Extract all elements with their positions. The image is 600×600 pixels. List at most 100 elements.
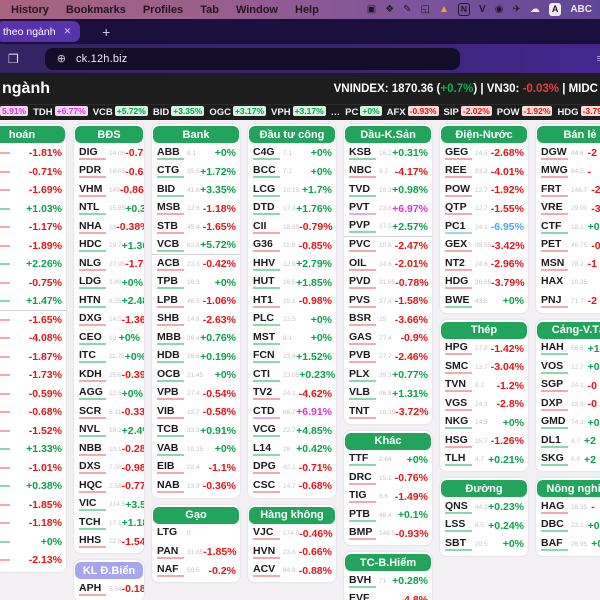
sector-header[interactable]: Bank xyxy=(153,126,239,143)
stock-row[interactable]: SMC 13.7 -3.04% xyxy=(440,358,528,377)
stock-row[interactable]: VPB 27.4 -0.54% xyxy=(152,385,240,404)
sector-header[interactable]: Cảng-V.Tải xyxy=(537,321,600,339)
stock-row[interactable]: +2.26% xyxy=(0,255,66,274)
stock-row[interactable]: SBT 20.5 +0% xyxy=(440,535,528,554)
stock-row[interactable]: TIG 6.6 -1.49% xyxy=(344,488,432,507)
stock-row[interactable]: DBC 23.1 +0 xyxy=(536,517,600,536)
stock-row[interactable]: +1.47% xyxy=(0,292,66,311)
stock-row[interactable]: LSS 8.5 +0.24% xyxy=(440,517,528,536)
tape-item[interactable]: AFX -0.93% xyxy=(387,105,439,118)
stock-row[interactable]: SHB 14.8 -2.63% xyxy=(152,311,240,330)
stock-row[interactable]: DL1 4.7 +2 xyxy=(536,432,600,451)
stock-row[interactable]: +1.33% xyxy=(0,440,66,459)
stock-row[interactable]: BID 41.6 +3.35% xyxy=(152,181,240,200)
bird-icon[interactable]: ✈ xyxy=(512,4,521,15)
ticker-tape[interactable]: 5.91% TDH +6.77% VCB +5.72% BID +3.35% OGC +3.17… xyxy=(0,104,600,120)
stock-row[interactable]: HAH 56.6 +1 xyxy=(536,340,600,359)
stock-row[interactable]: STB 45.4 -1.65% xyxy=(152,218,240,237)
stock-row[interactable]: VCG 22.7 +4.85% xyxy=(248,422,336,441)
stock-row[interactable]: EVF -4.8% xyxy=(344,591,432,600)
sector-header[interactable]: Dầu-K.Sản xyxy=(345,126,431,143)
stock-row[interactable]: EIB 22.4 -1.1% xyxy=(152,459,240,478)
stock-row[interactable]: ACB 23.5 -0.42% xyxy=(152,255,240,274)
stock-row[interactable]: VLB 46.8 +1.31% xyxy=(344,385,432,404)
stock-row[interactable]: TPB 16.3 +0% xyxy=(152,274,240,293)
stock-row[interactable]: NT2 24.6 -2.96% xyxy=(440,255,528,274)
stock-row[interactable]: HT1 15.1 -0.98% xyxy=(248,292,336,311)
menu-item-window[interactable]: Window xyxy=(235,3,278,16)
stock-row[interactable]: PVB 27.7 -2.46% xyxy=(344,348,432,367)
stock-row[interactable]: ITC 11.75 +0% xyxy=(74,348,144,367)
stock-row[interactable]: LPB 46.5 -1.06% xyxy=(152,292,240,311)
stock-row[interactable]: TV2 24.1 -4.62% xyxy=(248,385,336,404)
menu-item-tab[interactable]: Tab xyxy=(200,3,219,16)
stock-row[interactable]: -1.01% xyxy=(0,459,66,478)
stock-row[interactable]: MST 8.1 +0% xyxy=(248,329,336,348)
stock-row[interactable]: TTF 2.64 +0% xyxy=(344,451,432,470)
stock-row[interactable]: VJC 174.9 -0.46% xyxy=(248,525,336,544)
stock-row[interactable]: PVC 10.8 -2.47% xyxy=(344,237,432,256)
sector-header[interactable]: BĐS xyxy=(75,126,143,143)
stock-row[interactable]: NAB 13.9 -0.36% xyxy=(152,477,240,496)
stock-row[interactable]: L14 28 +0.42% xyxy=(248,440,336,459)
stock-row[interactable]: BCC 7.2 +0% xyxy=(248,163,336,182)
stock-row[interactable]: -1.69% xyxy=(0,181,66,200)
stock-row[interactable]: PLX 39.3 +0.77% xyxy=(344,366,432,385)
stock-row[interactable]: PVD 31.65 -0.78% xyxy=(344,274,432,293)
stock-row[interactable]: CSC 14.7 -0.68% xyxy=(248,477,336,496)
stock-row[interactable]: HDB 26.6 +0.19% xyxy=(152,348,240,367)
stock-row[interactable]: +0.38% xyxy=(0,477,66,496)
stock-row[interactable]: GEX 39.55 -3.42% xyxy=(440,237,528,256)
input-source-icon[interactable]: A xyxy=(548,3,562,16)
stock-row[interactable]: PTB 48.4 +0.1% xyxy=(344,506,432,525)
stock-row[interactable]: -1.89% xyxy=(0,237,66,256)
stock-row[interactable]: -1.52% xyxy=(0,422,66,441)
tape-item[interactable]: OGC +3.17% xyxy=(209,105,267,118)
tape-item[interactable]: VCB +5.72% xyxy=(93,105,148,118)
notes-icon[interactable]: N xyxy=(457,3,471,16)
stock-row[interactable]: GAS 77.4 -0.9% xyxy=(344,329,432,348)
stock-row[interactable]: HVN 23.6 -0.66% xyxy=(248,543,336,562)
stock-row[interactable]: PVS 37.4 -1.58% xyxy=(344,292,432,311)
sector-header[interactable]: Điện-Nước xyxy=(441,126,527,143)
stock-row[interactable]: SKG 8.8 +2 xyxy=(536,451,600,470)
stock-row[interactable]: TVN 8.2 -1.2% xyxy=(440,377,528,396)
sector-header[interactable]: hoán xyxy=(0,126,65,143)
browser-menu-icon[interactable]: ≡ xyxy=(596,52,600,65)
stock-row[interactable]: KSB 16.2 +0.31% xyxy=(344,144,432,163)
sidebar-toggle-icon[interactable]: ❐ xyxy=(8,51,19,66)
stock-row[interactable]: DPG 42.1 -0.71% xyxy=(248,459,336,478)
stock-row[interactable]: FRT 146.7 -2 xyxy=(536,181,600,200)
stock-row[interactable]: +1.03% xyxy=(0,200,66,219)
tape-item[interactable]: PC +0% xyxy=(345,105,382,118)
menu-item-help[interactable]: Help xyxy=(295,3,319,16)
stock-row[interactable]: CTI 23.05 +0.23% xyxy=(248,366,336,385)
stock-row[interactable]: PLC 22.5 +0% xyxy=(248,311,336,330)
v-app-icon[interactable]: V xyxy=(479,4,486,15)
url-field[interactable]: ⊕ ck.12h.biz xyxy=(44,47,460,70)
stock-row[interactable]: VCB 62.8 +5.72% xyxy=(152,237,240,255)
stock-row[interactable]: PET 46.75 -0 xyxy=(536,237,600,256)
stock-row[interactable]: ACV 84.8 -0.88% xyxy=(248,562,336,581)
stock-row[interactable]: CII 18.85 -0.79% xyxy=(248,218,336,237)
stock-row[interactable]: DTD 17.3 +1.76% xyxy=(248,200,336,219)
stock-row[interactable]: TCB 33.3 +0.91% xyxy=(152,422,240,441)
new-tab-button[interactable]: + xyxy=(102,23,111,40)
pen-icon[interactable]: ✎ xyxy=(403,4,412,15)
stock-row[interactable]: -1.18% xyxy=(0,514,66,533)
stock-row[interactable]: PAN 31.85 -1.85% xyxy=(152,543,240,562)
stock-row[interactable]: -1.81% xyxy=(0,144,66,163)
abc-input-icon[interactable]: ABC xyxy=(570,4,592,15)
tape-item[interactable]: VPH +3.17% xyxy=(271,105,326,118)
stock-row[interactable]: NBC 9.2 -4.17% xyxy=(344,163,432,182)
stock-row[interactable]: HAG 16.35- xyxy=(536,498,600,517)
